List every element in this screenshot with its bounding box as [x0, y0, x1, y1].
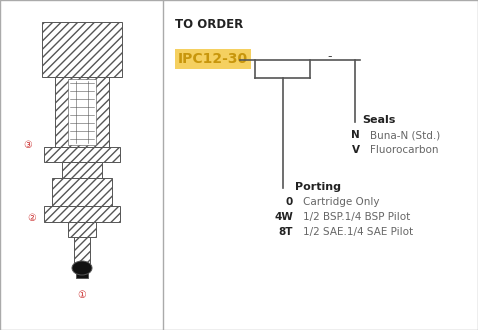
Text: 1/2 SAE.1/4 SAE Pilot: 1/2 SAE.1/4 SAE Pilot [303, 227, 413, 237]
Text: Cartridge Only: Cartridge Only [303, 197, 380, 207]
Bar [62, 162, 102, 178]
Text: Buna-N (Std.): Buna-N (Std.) [370, 130, 440, 140]
Text: 1/2 BSP.1/4 BSP Pilot: 1/2 BSP.1/4 BSP Pilot [303, 212, 410, 222]
Text: 0: 0 [286, 197, 293, 207]
Text: ②: ② [28, 213, 36, 223]
Text: Porting: Porting [295, 182, 341, 192]
Bar [44, 206, 120, 222]
Ellipse shape [72, 261, 92, 275]
Bar [76, 268, 88, 278]
Bar [68, 79, 96, 145]
Text: N: N [351, 130, 360, 140]
Text: ③: ③ [23, 140, 33, 150]
Bar [55, 77, 109, 147]
Text: 8T: 8T [279, 227, 293, 237]
Text: V: V [352, 145, 360, 155]
Bar [44, 147, 120, 162]
Bar [68, 222, 96, 237]
Text: Fluorocarbon: Fluorocarbon [370, 145, 438, 155]
Text: 4W: 4W [274, 212, 293, 222]
Bar [52, 178, 112, 206]
Text: ①: ① [77, 290, 87, 300]
Text: TO ORDER: TO ORDER [175, 18, 243, 31]
Bar [74, 237, 90, 265]
Bar [42, 22, 122, 77]
Text: -: - [328, 50, 332, 63]
Text: IPC12-30: IPC12-30 [178, 52, 248, 66]
Text: Seals: Seals [362, 115, 395, 125]
